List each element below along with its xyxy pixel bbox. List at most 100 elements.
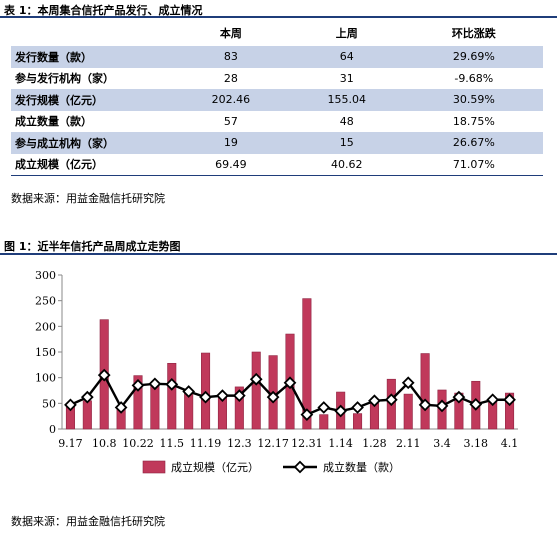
bar — [150, 385, 160, 430]
cell-last-week: 64 — [288, 46, 405, 68]
line-point — [232, 389, 246, 402]
cell-this-week: 19 — [173, 132, 289, 154]
line-point — [199, 390, 212, 404]
header-cell-label — [11, 20, 173, 46]
table-header-row: 本周 上周 环比涨跌 — [11, 20, 543, 46]
y-tick-label: 250 — [35, 295, 56, 308]
cell-change: 26.67% — [404, 132, 543, 154]
weekly-establishment-chart: 0 50 100 150 200 250 300 9.17 10.8 10.22 11.5 11.19… — [35, 269, 519, 474]
row-label: 参与发行机构（家） — [15, 72, 114, 86]
x-tick-label: 3.18 — [464, 437, 489, 450]
bar — [420, 353, 430, 430]
line-point — [283, 376, 297, 390]
x-tick-label: 3.4 — [433, 437, 451, 450]
header-cell-change: 环比涨跌 — [404, 20, 543, 46]
line-point — [435, 399, 449, 413]
header-cell-last-week: 上周 — [288, 20, 405, 46]
legend-swatch-bar — [142, 460, 166, 474]
line-point — [368, 394, 381, 408]
table-row: 发行规模（亿元） 202.46 155.04 30.59% — [11, 89, 543, 111]
line-point — [64, 398, 77, 412]
figure-source-note: 数据来源：用益金融信托研究院 — [11, 515, 165, 528]
row-label: 成立数量（款） — [15, 115, 92, 129]
figure-title-rule — [0, 253, 557, 255]
y-tick-label: 0 — [49, 423, 56, 436]
cell-this-week: 69.49 — [173, 153, 289, 176]
line-point — [131, 379, 145, 392]
cell-change: -9.68% — [454, 71, 494, 85]
cell-change: 71.07% — [404, 153, 543, 176]
cell-last-week: 15 — [288, 132, 405, 154]
x-tick-label: 12.31 — [291, 437, 323, 450]
x-tick-label: 1.28 — [362, 437, 387, 450]
line-point — [351, 401, 364, 414]
issuance-table: 本周 上周 环比涨跌 发行数量（款） 83 64 29.69% 参与发行机构（家… — [11, 20, 543, 176]
line-point — [503, 393, 516, 407]
x-tick-label: 9.17 — [58, 437, 83, 450]
y-tick-label: 300 — [35, 269, 56, 282]
x-tick-label: 11.5 — [160, 437, 185, 450]
header-cell-this-week: 本周 — [173, 20, 289, 46]
table-row: 参与成立机构（家） 19 15 26.67% — [11, 132, 543, 154]
line-point — [452, 390, 466, 404]
bar — [82, 400, 92, 430]
line-point — [182, 385, 196, 398]
x-tick-label: 12.17 — [257, 437, 289, 450]
line-point — [469, 397, 483, 411]
x-tick-label: 11.19 — [190, 437, 222, 450]
bar — [133, 375, 143, 430]
cell-change: 30.59% — [404, 89, 543, 111]
line-point — [114, 401, 128, 414]
cell-last-week: 40.62 — [288, 153, 405, 176]
table-source-note: 数据来源：用益金融信托研究院 — [11, 192, 165, 205]
table-row: 成立数量（款） 57 48 18.75% — [11, 111, 543, 133]
x-tick-label: 4.1 — [501, 437, 519, 450]
line-point — [80, 390, 94, 404]
row-label: 参与成立机构（家） — [11, 132, 173, 154]
bar — [167, 362, 177, 430]
x-tick-label: 10.22 — [122, 437, 154, 450]
line-point — [401, 376, 415, 390]
line-point — [334, 404, 348, 418]
bar — [369, 403, 379, 430]
table-title: 表 1：本周集合信托产品发行、成立情况 — [4, 4, 203, 17]
cell-last-week: 48 — [339, 114, 354, 128]
cell-this-week: 83 — [173, 46, 289, 68]
y-tick-label: 150 — [35, 346, 56, 359]
line-point — [266, 390, 280, 404]
bar — [234, 386, 244, 430]
cell-this-week: 28 — [223, 71, 238, 85]
bar — [353, 413, 363, 430]
y-tick-label: 200 — [35, 320, 56, 333]
line-point — [418, 398, 432, 412]
cell-this-week: 202.46 — [173, 89, 289, 111]
table-title-rule — [0, 16, 557, 18]
bar — [403, 393, 413, 430]
bar — [505, 392, 515, 430]
cell-last-week: 155.04 — [288, 89, 405, 111]
line-point — [148, 377, 162, 391]
row-label: 成立规模（亿元） — [11, 153, 173, 176]
cell-this-week: 57 — [223, 114, 238, 128]
line-point — [300, 408, 314, 421]
line-point — [165, 377, 179, 391]
line-point — [249, 372, 263, 386]
x-tick-label: 10.8 — [92, 437, 117, 450]
cell-last-week: 31 — [339, 71, 354, 85]
y-tick-label: 50 — [42, 397, 56, 410]
figure-title: 图 1：近半年信托产品周成立走势图 — [4, 240, 181, 253]
bar — [251, 351, 261, 430]
table-row: 发行数量（款） 83 64 29.69% — [11, 46, 543, 68]
table-row: 参与发行机构（家） 28 31 -9.68% — [11, 68, 543, 90]
line-point — [317, 401, 331, 414]
row-label: 发行数量（款） — [11, 46, 173, 68]
x-tick-label: 12.3 — [227, 437, 252, 450]
line-point — [486, 393, 500, 407]
legend-swatch-marker — [293, 460, 307, 474]
row-label: 发行规模（亿元） — [11, 89, 173, 111]
legend-label-line: 成立数量（款） — [323, 460, 400, 474]
legend-label-bar: 成立规模（亿元） — [171, 460, 259, 474]
y-tick-label: 100 — [35, 372, 56, 385]
bar — [319, 414, 329, 430]
bar — [302, 298, 312, 430]
